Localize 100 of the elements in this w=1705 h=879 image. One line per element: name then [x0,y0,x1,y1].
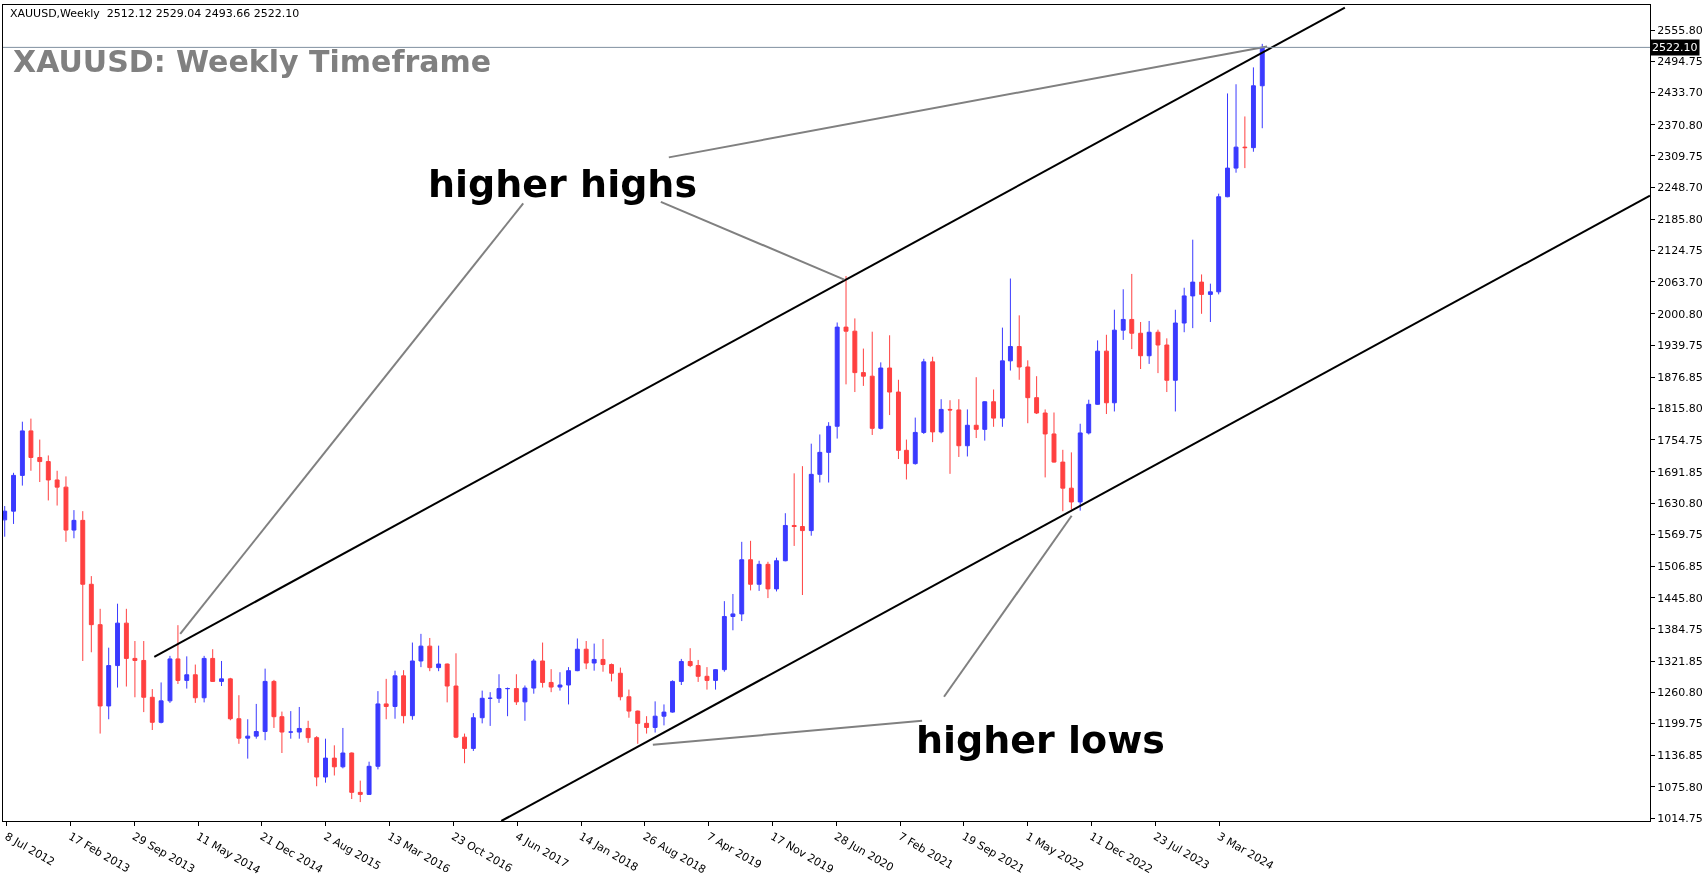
candlestick [1233,83,1239,174]
candlestick [635,710,641,745]
y-tick-label: 1876.85 [1657,371,1703,385]
candlestick [869,331,875,436]
candlestick [695,659,701,683]
candlestick [1120,288,1126,341]
candlestick [97,608,103,735]
candlestick [591,643,597,672]
candlestick [401,669,407,724]
y-tick-label: 2063.70 [1657,275,1703,289]
candlestick [245,718,251,760]
candlestick [349,751,355,800]
candlestick [479,690,485,724]
candlestick [305,720,311,744]
candlestick [557,671,563,692]
candlestick [505,687,511,717]
candlestick [1172,309,1178,412]
candlestick [1086,399,1092,435]
candlestick [661,703,667,726]
candlestick [219,660,224,687]
candlestick [71,509,77,539]
candlestick [427,637,433,672]
text: XAUUSD: Weekly Timeframe [13,44,492,79]
y-tick-label: 1569.75 [1657,528,1703,542]
candlestick [123,608,129,688]
y-tick-label: 2309.75 [1657,149,1703,163]
candlestick [670,679,675,714]
candlestick [279,711,285,754]
candlestick [201,655,207,703]
candlestick [1155,329,1161,374]
candlestick [808,443,814,537]
candlestick [991,388,997,428]
candlestick [331,744,337,776]
candlestick [860,348,866,387]
candlestick [1129,273,1135,350]
candlestick [262,668,268,741]
candlestick [895,379,901,460]
candlestick [184,655,190,690]
candlestick [1250,66,1256,153]
candlestick [418,633,424,668]
candlestick [644,715,650,735]
candlestick [1007,278,1013,372]
candlestick [566,666,571,705]
y-tick-label: 1939.75 [1657,338,1703,352]
y-tick-label: 1136.85 [1657,749,1703,763]
y-tick-label: 1691.85 [1657,465,1703,479]
candlestick [1068,451,1074,511]
candlestick [513,673,519,706]
candlestick [1207,283,1213,323]
candlestick [1259,43,1265,129]
candlestick [63,475,69,543]
candlestick [37,439,43,483]
candlestick [383,678,389,720]
candlestick [843,275,849,385]
candlestick [470,712,476,752]
candlestick [175,624,181,685]
candlestick [462,733,467,764]
candlestick [375,690,381,770]
candlestick [947,399,953,475]
candlestick [583,640,589,670]
candlestick [210,648,216,683]
candlestick [1025,359,1031,424]
candlestick [739,541,745,622]
candlestick [1164,337,1170,393]
candlestick [115,603,120,689]
y-tick-label: 1014.75 [1657,811,1703,825]
candlestick [149,688,155,731]
candlestick [106,647,112,720]
candlestick [436,645,442,672]
candlestick [296,706,302,740]
candlestick [912,417,918,466]
candlestick [921,358,927,435]
candlestick [999,327,1005,428]
y-tick-label: 1630.80 [1657,496,1703,510]
candlestick [1190,239,1196,329]
candlestick [609,663,614,682]
y-tick-label: 1384.75 [1657,622,1703,636]
y-tick-label: 2248.70 [1657,181,1703,195]
y-tick-label: 1815.80 [1657,402,1703,416]
candlestick [678,658,684,686]
candlestick [531,658,537,695]
y-tick-label: 1199.75 [1657,717,1703,731]
candlestick [357,780,363,803]
candlestick [141,640,147,713]
y-tick-label: 1075.80 [1657,780,1703,794]
candlestick [236,694,242,745]
candlestick [574,637,580,672]
candlestick [782,512,788,562]
candlestick [323,738,328,784]
candlestick [19,421,25,487]
candlestick [956,398,962,458]
chart-subtitle: XAUUSD,Weekly 2512.12 2529.04 2493.66 2522.10 [10,7,300,20]
candlestick [721,600,727,673]
candlestick [54,470,60,507]
candlestick [271,679,277,729]
candlestick [1042,408,1048,478]
y-tick-label: 2185.80 [1657,213,1703,227]
candlestick [930,356,936,443]
candlestick [453,652,459,739]
candlestick [11,472,16,525]
